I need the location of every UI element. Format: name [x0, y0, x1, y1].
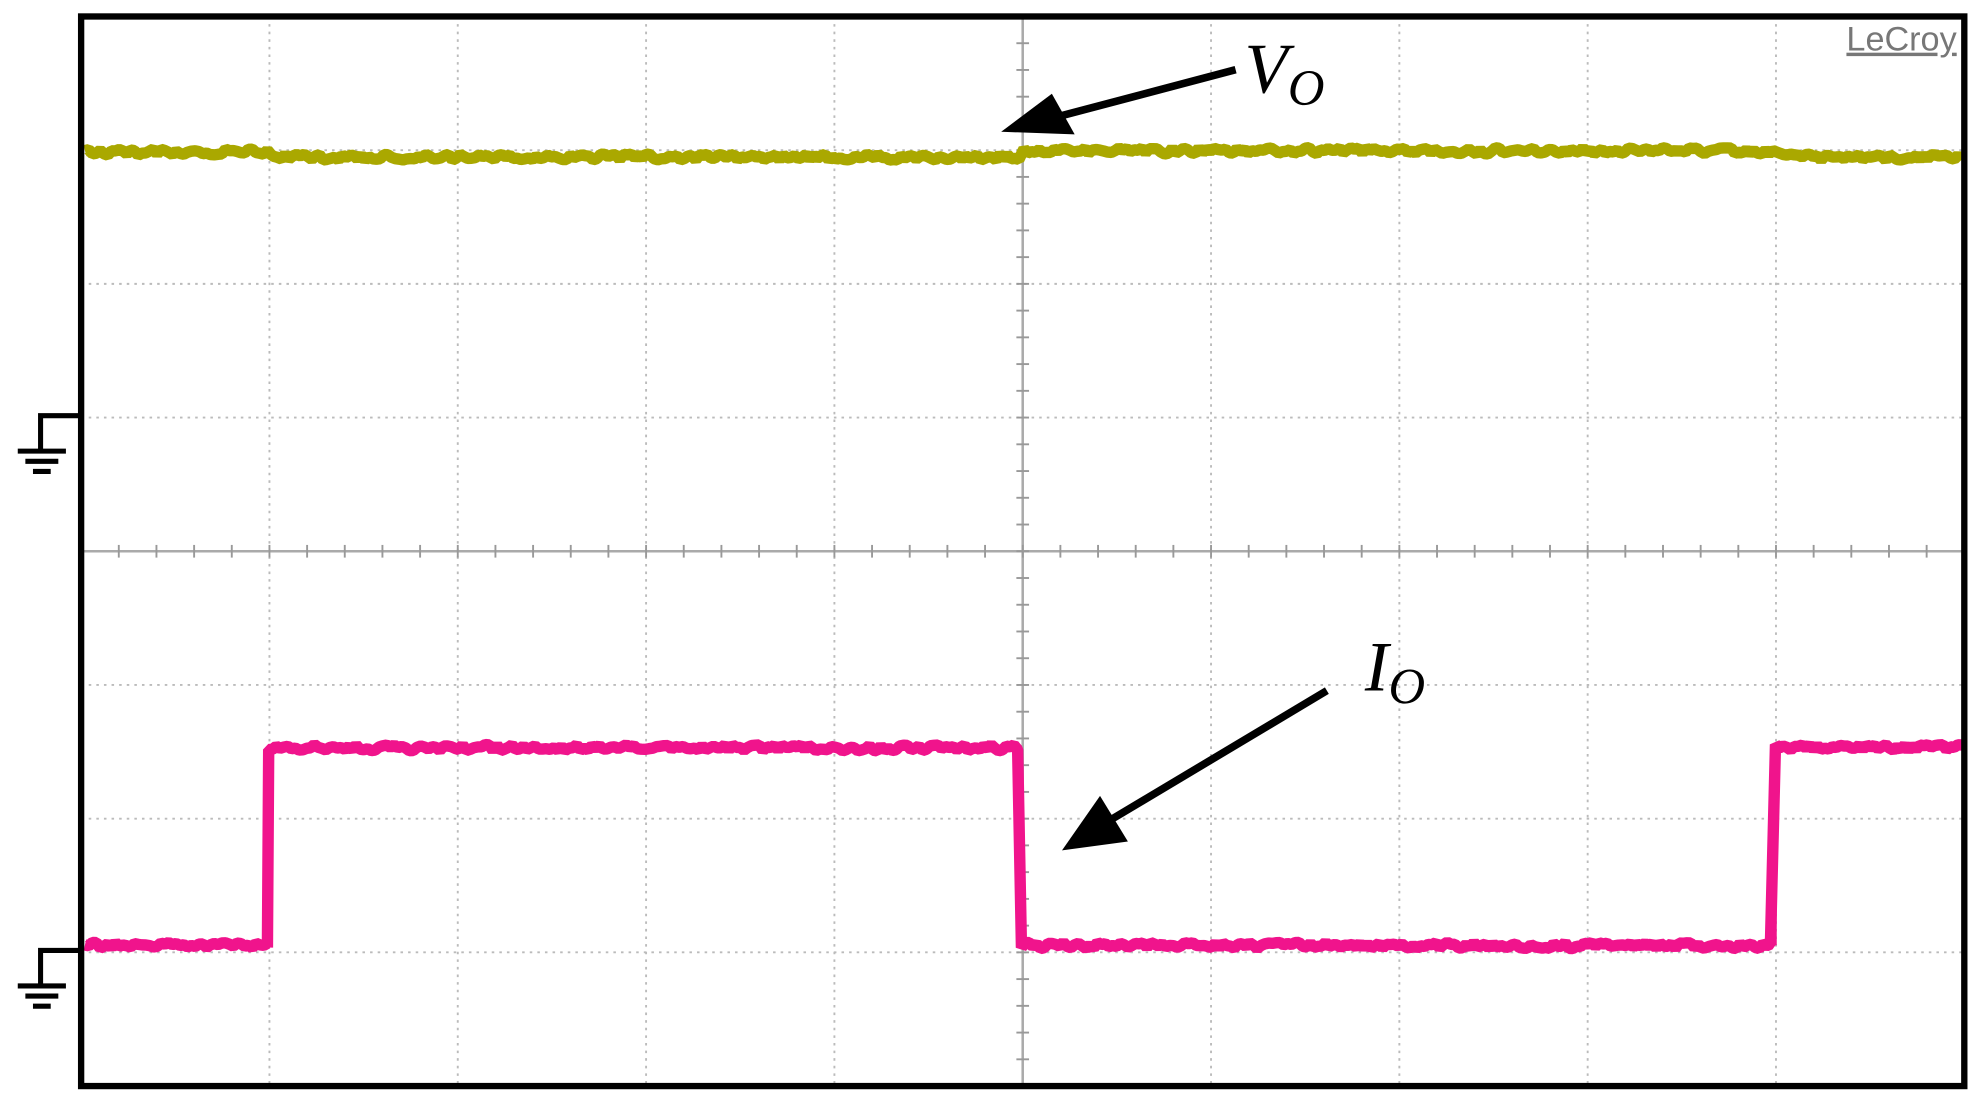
io-sub: O — [1389, 658, 1426, 714]
vo-sub: O — [1288, 60, 1325, 116]
brand-logo: LeCroy — [1846, 21, 1957, 59]
oscilloscope-screenshot: LeCroy VO IO — [0, 0, 1977, 1100]
page: LeCroy VO IO (() => { const data = JSON.… — [0, 0, 1977, 1100]
